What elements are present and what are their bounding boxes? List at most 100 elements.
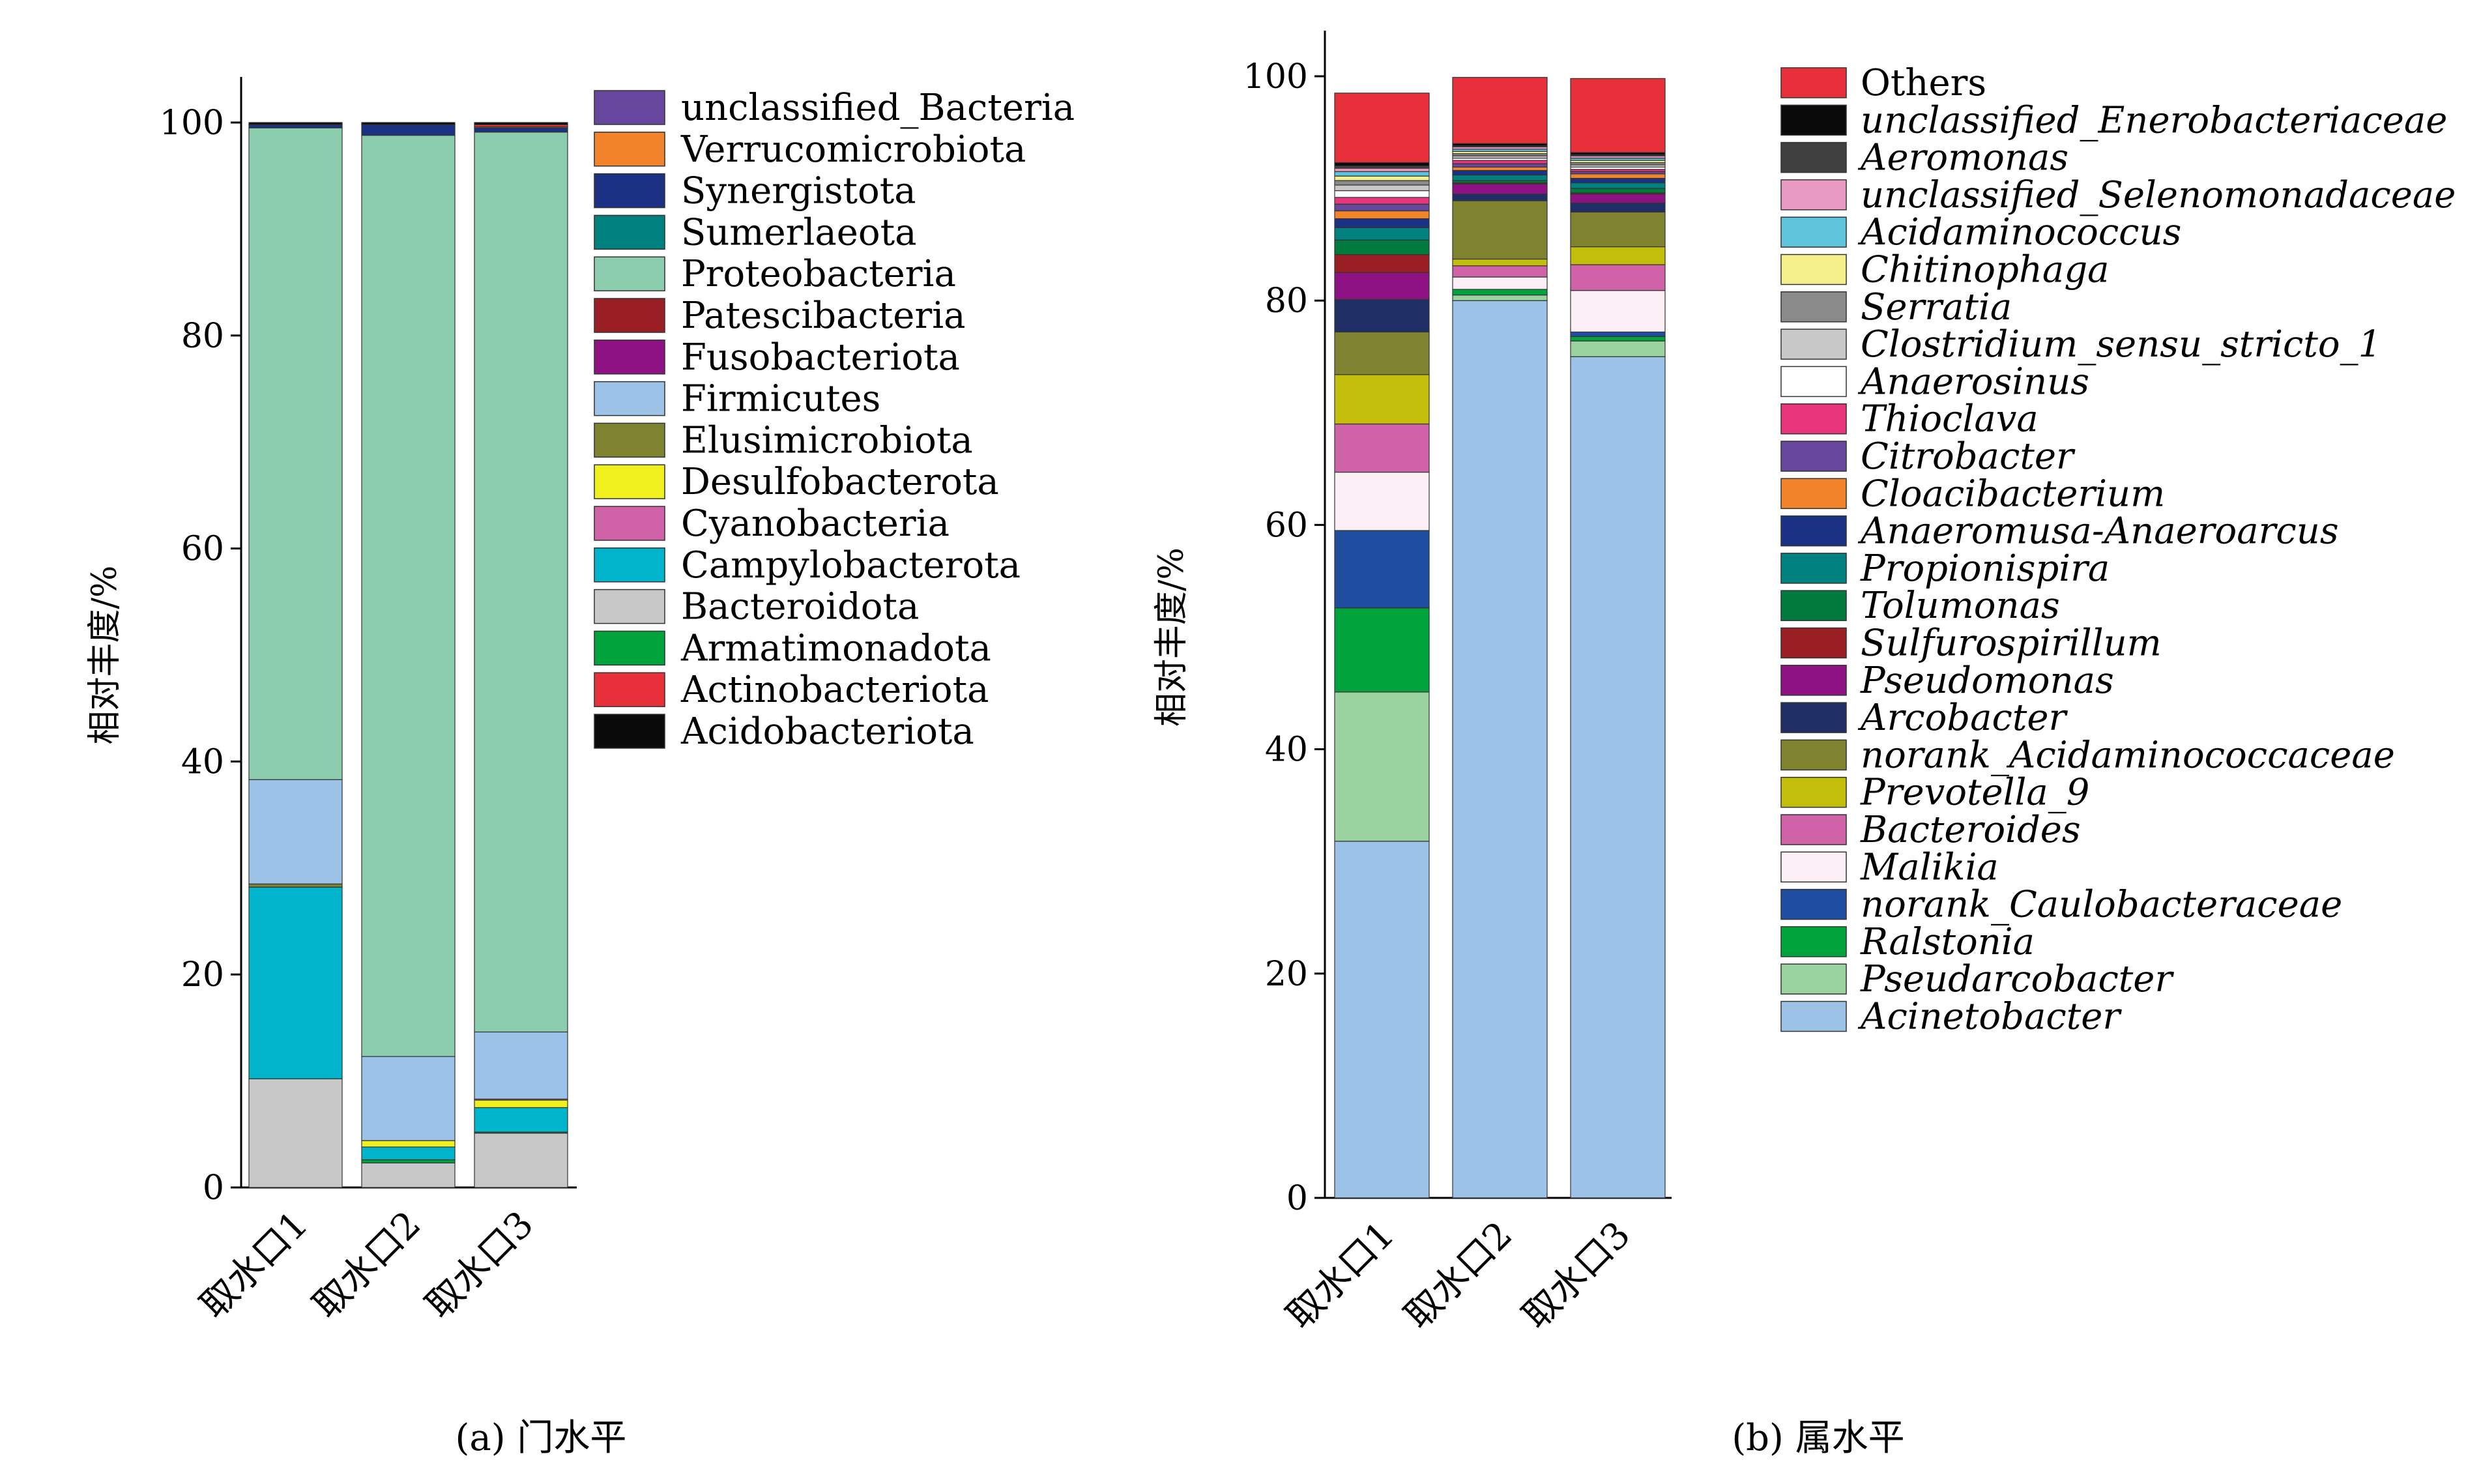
legend-item-acidaminococcus: Acidaminococcus xyxy=(1780,211,2181,254)
bar-segment-cloacibacterium-1 xyxy=(1334,210,1430,220)
bar-segment-acinetobacter-3 xyxy=(1570,356,1666,1199)
bar-segment-synergistota-2 xyxy=(361,124,456,136)
legend-label: Bacteroides xyxy=(1860,809,2081,851)
bar-segment-propionispira-3 xyxy=(1570,182,1666,189)
x-tick-label: 取水口3 xyxy=(418,1203,542,1327)
legend-item-malikia: Malikia xyxy=(1780,846,1999,888)
legend-label: Propionispira xyxy=(1860,547,2110,590)
bar-segment-acidobacteriota-2 xyxy=(361,122,456,125)
legend-label: Pseudarcobacter xyxy=(1860,958,2174,1000)
bar-segment-pseudarcobacter-3 xyxy=(1570,340,1666,357)
legend-label: norank_Acidaminococcaceae xyxy=(1861,734,2395,776)
legend-swatch xyxy=(1780,776,1847,808)
legend-item-propionispira: Propionispira xyxy=(1780,547,2110,590)
bar-segment-norank-acidaminococcaceae-2 xyxy=(1452,200,1548,260)
bar-segment-prevotella-9-2 xyxy=(1452,258,1548,267)
legend-label: Aeromonas xyxy=(1857,137,2068,179)
bar-segment-thioclava-1 xyxy=(1334,197,1430,205)
bar-segment-pseudarcobacter-2 xyxy=(1452,294,1548,301)
bar-segment-campylobacterota-1 xyxy=(248,886,343,1079)
y-tick-label: 100 xyxy=(160,104,224,143)
legend-swatch xyxy=(594,506,665,541)
bar-segment-synergistota-3 xyxy=(474,127,568,133)
legend-swatch xyxy=(1780,1000,1847,1032)
legend-item-anaeromusa-anaeroarcus: Anaeromusa-Anaeroarcus xyxy=(1780,510,2339,553)
legend-label: Clostridium_sensu_stricto_1 xyxy=(1861,323,2381,366)
bar-segment-norank-caulobacteraceae-1 xyxy=(1334,530,1430,609)
bar-segment-tolumonas-3 xyxy=(1570,188,1666,194)
legend-label: Anaeromusa-Anaeroarcus xyxy=(1857,510,2339,553)
bar-segment-propionispira-1 xyxy=(1334,227,1430,240)
y-tick-label: 40 xyxy=(1265,731,1308,770)
legend-item-sulfurospirillum: Sulfurospirillum xyxy=(1780,622,2162,665)
bar-segment-norank-caulobacteraceae-3 xyxy=(1570,331,1666,337)
legend-swatch xyxy=(594,340,665,375)
legend-item-pseudomonas: Pseudomonas xyxy=(1780,660,2114,702)
legend-label: Fusobacteriota xyxy=(681,336,960,379)
bar-segment-bacteroides-3 xyxy=(1570,264,1666,291)
legend-label: Campylobacterota xyxy=(681,544,1021,587)
legend-swatch xyxy=(1780,403,1847,435)
y-tick-label: 80 xyxy=(1265,282,1308,321)
bar-segment-acidaminococcus-1 xyxy=(1334,171,1430,177)
legend-item-sumerlaeota: Sumerlaeota xyxy=(594,211,916,254)
bar-segment-cloacibacterium-3 xyxy=(1570,173,1666,179)
legend-item-arcobacter: Arcobacter xyxy=(1780,697,2068,739)
legend-swatch xyxy=(594,672,665,707)
legend-swatch xyxy=(1780,590,1847,621)
legend-swatch xyxy=(1780,665,1847,696)
bar-segment-sulfurospirillum-1 xyxy=(1334,254,1430,273)
y-tick-label: 20 xyxy=(1265,955,1308,994)
legend-label: Acidobacteriota xyxy=(680,710,974,753)
legend-swatch xyxy=(1780,328,1847,360)
legend-label: Armatimonadota xyxy=(680,627,991,669)
legend-label: Pseudomonas xyxy=(1860,660,2114,702)
legend-swatch xyxy=(594,381,665,416)
legend-item-verrucomicrobiota: Verrucomicrobiota xyxy=(594,128,1026,171)
legend-swatch xyxy=(594,630,665,666)
bar-segment-proteobacteria-3 xyxy=(474,132,568,1033)
bar-segment-proteobacteria-2 xyxy=(361,135,456,1057)
bar-segment-firmicutes-3 xyxy=(474,1031,568,1099)
legend-swatch xyxy=(594,90,665,125)
bar-segment-desulfobacterota-2 xyxy=(361,1140,456,1148)
legend-swatch xyxy=(1780,888,1847,920)
legend-swatch xyxy=(1780,216,1847,248)
bar-segment-malikia-2 xyxy=(1452,276,1548,290)
bar-segment-pseudomonas-1 xyxy=(1334,272,1430,300)
y-tick-label: 0 xyxy=(203,1169,224,1208)
legend-item-citrobacter: Citrobacter xyxy=(1780,435,2076,478)
legend-label: Elusimicrobiota xyxy=(681,419,973,461)
legend-item-prevotella-9: Prevotella_9 xyxy=(1780,772,2089,814)
legend-label: Cloacibacterium xyxy=(1861,473,2165,515)
bar-segment-malikia-1 xyxy=(1334,471,1430,531)
legend-label: Sumerlaeota xyxy=(681,211,916,254)
bar-segment-bacteroidota-2 xyxy=(361,1162,456,1188)
legend-label: Firmicutes xyxy=(681,378,880,420)
bar-segment-bacteroidota-1 xyxy=(248,1078,343,1188)
legend-label: Cyanobacteria xyxy=(681,502,950,545)
legend-item-anaerosinus: Anaerosinus xyxy=(1780,360,2089,403)
legend-label: Citrobacter xyxy=(1861,435,2076,478)
legend-item-elusimicrobiota: Elusimicrobiota xyxy=(594,419,973,461)
legend-item-synergistota: Synergistota xyxy=(594,170,916,212)
bar-segment-others-1 xyxy=(1334,93,1430,164)
bar-segment-chitinophaga-1 xyxy=(1334,175,1430,181)
bar-segment-campylobacterota-2 xyxy=(361,1146,456,1161)
bar-segment-arcobacter-1 xyxy=(1334,298,1430,332)
bar-segment-arcobacter-2 xyxy=(1452,194,1548,201)
legend-swatch xyxy=(1780,254,1847,285)
legend-item-chitinophaga: Chitinophaga xyxy=(1780,249,2110,291)
y-tick-label: 60 xyxy=(1265,506,1308,545)
legend-swatch xyxy=(1780,478,1847,510)
y-axis-label: 相对丰度/% xyxy=(85,566,124,745)
bar-segment-bacteroides-2 xyxy=(1452,265,1548,278)
bar-segment-pseudomonas-3 xyxy=(1570,194,1666,204)
legend-item-actinobacteriota: Actinobacteriota xyxy=(594,669,989,711)
x-tick-label: 取水口2 xyxy=(1397,1214,1520,1337)
bar-segment-pseudomonas-2 xyxy=(1452,183,1548,195)
bar-segment-acinetobacter-2 xyxy=(1452,300,1548,1199)
legend-swatch xyxy=(594,256,665,291)
legend-item-others: Others xyxy=(1780,62,1986,104)
